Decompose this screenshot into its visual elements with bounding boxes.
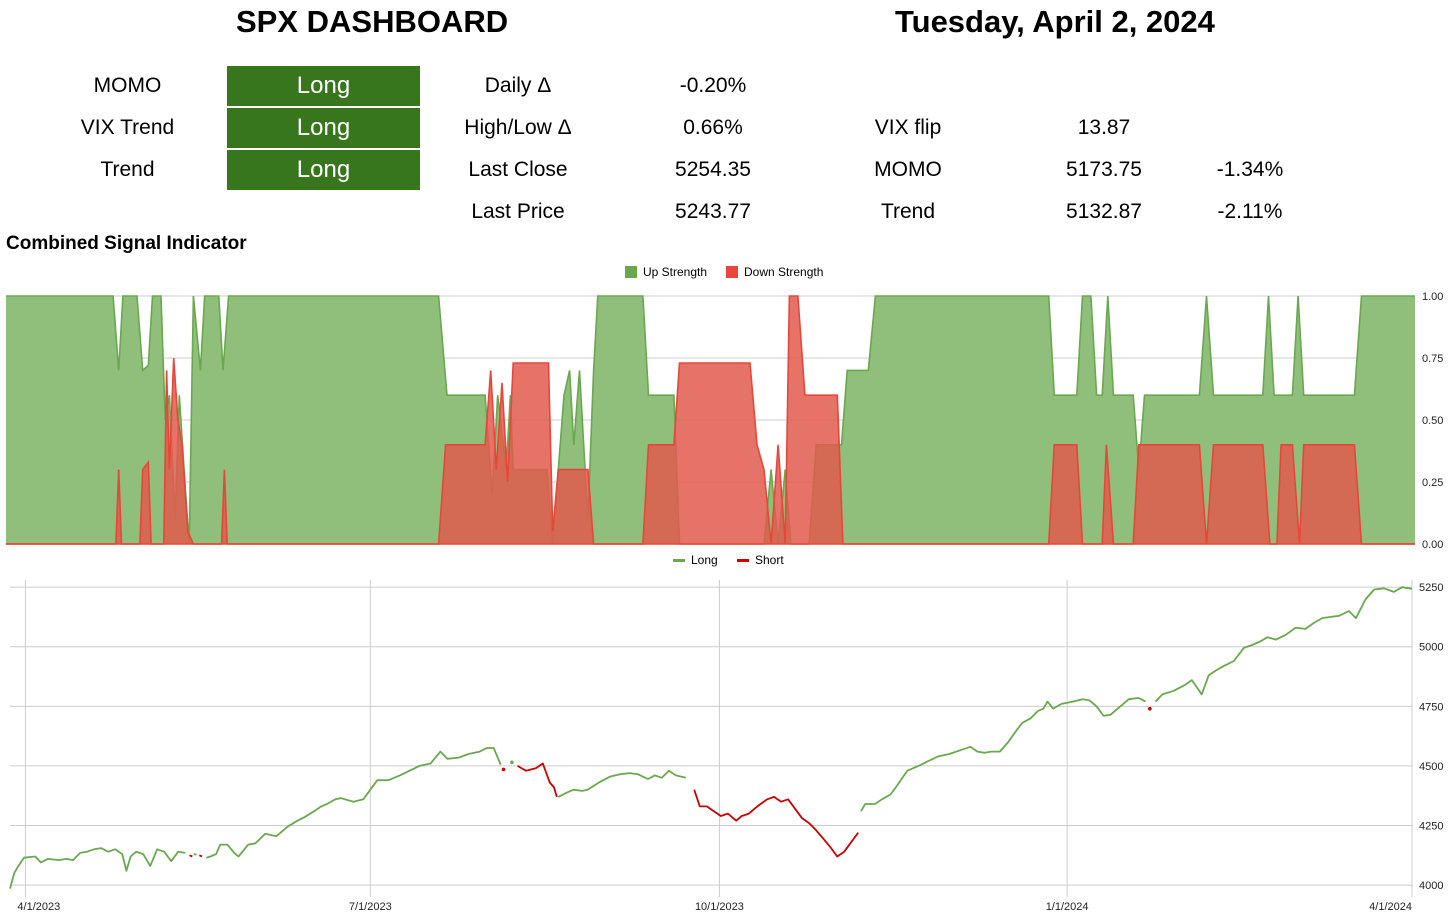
- status-badge-momo: Long: [227, 66, 420, 106]
- x-tick-label: 7/1/2023: [349, 901, 392, 913]
- daily-change-label: Daily Δ: [484, 74, 552, 97]
- last-close-label: Last Close: [468, 158, 568, 181]
- y-tick-label: 4000: [1419, 880, 1443, 892]
- short-segment: [693, 789, 859, 858]
- legend-down-strength[interactable]: Down Strength: [726, 265, 823, 279]
- legend-long[interactable]: Long: [673, 553, 718, 567]
- legend-label-short: Short: [755, 553, 784, 567]
- long-segment: [206, 747, 502, 859]
- long-segment: [193, 853, 197, 856]
- short-segment: [517, 762, 558, 798]
- y-tick-label: 0.00: [1422, 539, 1443, 551]
- signal-area-chart: 1.00 0.75 0.50 0.25 0.00: [6, 291, 1443, 551]
- legend-label-long: Long: [691, 553, 718, 567]
- status-badge-trend: Long: [227, 150, 420, 190]
- last-price-value: 5243.77: [675, 200, 751, 223]
- dashboard-title: SPX DASHBOARD: [236, 4, 509, 39]
- trend-pct: -2.11%: [1217, 200, 1283, 223]
- y-tick-label: 0.25: [1422, 477, 1443, 489]
- momo-label: MOMO: [874, 158, 942, 181]
- long-segment: [9, 847, 186, 889]
- down-strength-area: [6, 296, 1415, 544]
- long-segment: [557, 769, 687, 798]
- long-segment: [860, 697, 1147, 812]
- signal-label-momo: MOMO: [93, 74, 162, 97]
- signal-label-trend: Trend: [100, 158, 155, 181]
- last-price-label: Last Price: [471, 200, 565, 223]
- x-tick-label: 10/1/2023: [695, 901, 744, 913]
- y-tick-label: 4750: [1419, 701, 1443, 713]
- y-tick-label: 0.75: [1422, 353, 1443, 365]
- chart-title: Combined Signal Indicator: [6, 233, 247, 254]
- legend-swatch-down: [726, 266, 738, 278]
- highlow-change-label: High/Low Δ: [464, 116, 572, 139]
- short-point: [1148, 706, 1152, 711]
- short-segment: [198, 854, 203, 858]
- y-tick-label: 5000: [1419, 642, 1443, 654]
- y-tick-label: 5250: [1419, 582, 1443, 594]
- legend-line-short: [737, 558, 749, 562]
- highlow-change-value: 0.66%: [683, 116, 743, 139]
- short-segment: [189, 854, 193, 858]
- x-tick-label: 4/1/2023: [17, 901, 60, 913]
- dashboard-date: Tuesday, April 2, 2024: [895, 4, 1215, 39]
- y-tick-label: 4500: [1419, 761, 1443, 773]
- daily-change-value: -0.20%: [679, 74, 747, 97]
- legend-label-up: Up Strength: [643, 265, 708, 279]
- status-badge-vix-trend: Long: [227, 108, 420, 148]
- legend-up-strength[interactable]: Up Strength: [625, 265, 707, 279]
- long-point: [510, 760, 514, 765]
- momo-pct: -1.34%: [1216, 158, 1284, 181]
- legend-label-down: Down Strength: [744, 265, 824, 279]
- last-close-value: 5254.35: [675, 158, 751, 181]
- y-tick-label: 0.50: [1422, 415, 1443, 427]
- vix-flip-label: VIX flip: [874, 116, 942, 139]
- vix-flip-value: 13.87: [1077, 116, 1131, 139]
- down-strength-line: [6, 295, 1415, 545]
- x-tick-label: 1/1/2024: [1046, 901, 1089, 913]
- long-segment: [1154, 586, 1413, 703]
- trend-label: Trend: [880, 200, 936, 223]
- signal-label-vix-trend: VIX Trend: [80, 116, 175, 139]
- trend-value: 5132.87: [1066, 200, 1142, 223]
- legend-swatch-up: [625, 266, 637, 278]
- y-tick-label: 1.00: [1422, 291, 1443, 303]
- legend-line-long: [673, 558, 685, 562]
- y-tick-label: 4250: [1419, 820, 1443, 832]
- price-line-chart: 5250 5000 4750 4500 4250 4000 4/1/2023 7/1/2023…: [9, 580, 1443, 913]
- x-tick-label: 4/1/2024: [1369, 901, 1412, 913]
- legend-short[interactable]: Short: [737, 553, 784, 567]
- momo-value: 5173.75: [1066, 158, 1142, 181]
- short-point: [501, 767, 506, 772]
